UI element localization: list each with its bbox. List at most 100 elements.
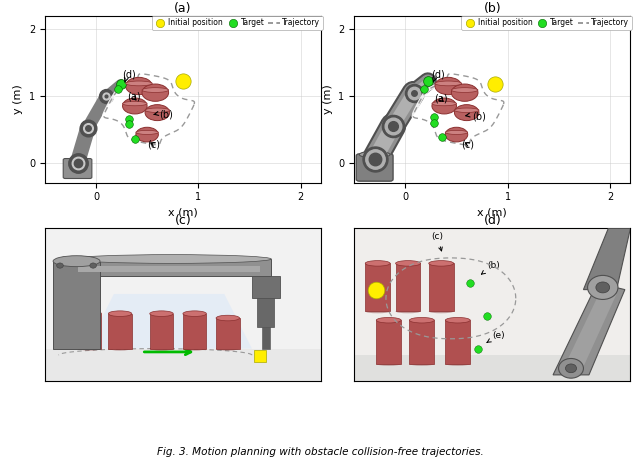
- Ellipse shape: [136, 130, 158, 135]
- Text: (b): (b): [466, 111, 486, 121]
- Text: (d): (d): [431, 69, 445, 82]
- Text: (c): (c): [461, 140, 475, 150]
- Text: (a): (a): [434, 93, 447, 103]
- Circle shape: [435, 77, 461, 95]
- Text: (b): (b): [481, 261, 499, 274]
- Ellipse shape: [376, 318, 401, 323]
- Ellipse shape: [396, 310, 420, 313]
- Ellipse shape: [145, 108, 170, 112]
- Circle shape: [559, 359, 584, 378]
- Ellipse shape: [445, 362, 470, 366]
- Y-axis label: y (m): y (m): [13, 84, 23, 114]
- Legend: Initial position, Target, Trajectory: Initial position, Target, Trajectory: [152, 16, 323, 30]
- Circle shape: [454, 105, 479, 121]
- Ellipse shape: [183, 347, 206, 350]
- Polygon shape: [354, 355, 630, 381]
- Polygon shape: [410, 320, 435, 364]
- Polygon shape: [78, 266, 260, 272]
- Ellipse shape: [72, 254, 271, 263]
- Text: (c): (c): [147, 140, 160, 150]
- Ellipse shape: [432, 101, 456, 106]
- Title: (a): (a): [174, 2, 191, 15]
- Ellipse shape: [142, 88, 168, 93]
- FancyBboxPatch shape: [63, 159, 92, 178]
- Circle shape: [57, 263, 63, 268]
- Polygon shape: [78, 313, 101, 349]
- Title: (c): (c): [175, 214, 191, 227]
- Ellipse shape: [410, 362, 435, 366]
- Text: (d): (d): [122, 69, 136, 82]
- Circle shape: [364, 154, 385, 168]
- Polygon shape: [252, 277, 280, 298]
- Polygon shape: [108, 313, 132, 349]
- X-axis label: x (m): x (m): [477, 208, 507, 218]
- Text: (e): (e): [487, 331, 505, 343]
- Polygon shape: [365, 263, 390, 312]
- Polygon shape: [53, 261, 100, 349]
- Title: (d): (d): [483, 214, 501, 227]
- Polygon shape: [429, 263, 454, 312]
- Text: (b): (b): [154, 109, 173, 119]
- Polygon shape: [445, 320, 470, 364]
- Ellipse shape: [125, 81, 152, 86]
- Ellipse shape: [108, 347, 132, 350]
- Polygon shape: [584, 228, 630, 290]
- Ellipse shape: [78, 347, 101, 350]
- Polygon shape: [183, 313, 206, 349]
- Ellipse shape: [122, 101, 147, 106]
- Title: (b): (b): [483, 2, 501, 15]
- Legend: Initial position, Target, Trajectory: Initial position, Target, Trajectory: [461, 16, 632, 30]
- Ellipse shape: [216, 315, 239, 321]
- Ellipse shape: [183, 311, 206, 316]
- Polygon shape: [72, 259, 271, 277]
- Polygon shape: [376, 320, 401, 364]
- Circle shape: [451, 84, 478, 101]
- Text: Fig. 3. Motion planning with obstacle collision-free trajectories.: Fig. 3. Motion planning with obstacle co…: [157, 447, 483, 457]
- Ellipse shape: [216, 347, 239, 350]
- Text: (c): (c): [431, 232, 444, 251]
- Circle shape: [445, 127, 468, 142]
- Polygon shape: [396, 263, 420, 312]
- Ellipse shape: [108, 311, 132, 316]
- Ellipse shape: [150, 311, 173, 316]
- Polygon shape: [561, 292, 616, 372]
- Polygon shape: [553, 283, 625, 375]
- Circle shape: [432, 98, 456, 114]
- Ellipse shape: [150, 347, 173, 350]
- Ellipse shape: [396, 260, 420, 266]
- Circle shape: [145, 105, 170, 121]
- X-axis label: x (m): x (m): [168, 208, 198, 218]
- Ellipse shape: [359, 151, 390, 158]
- Ellipse shape: [53, 256, 100, 266]
- Circle shape: [588, 275, 618, 300]
- Circle shape: [74, 163, 82, 169]
- Y-axis label: y (m): y (m): [323, 84, 333, 114]
- Polygon shape: [150, 313, 173, 349]
- Polygon shape: [216, 318, 239, 349]
- Circle shape: [90, 263, 97, 268]
- Ellipse shape: [429, 310, 454, 313]
- Polygon shape: [262, 327, 270, 349]
- Circle shape: [122, 98, 147, 114]
- FancyBboxPatch shape: [356, 154, 393, 181]
- Ellipse shape: [445, 318, 470, 323]
- Circle shape: [136, 127, 158, 142]
- Ellipse shape: [451, 88, 478, 93]
- Ellipse shape: [365, 260, 390, 266]
- Polygon shape: [257, 298, 274, 327]
- Circle shape: [596, 282, 610, 293]
- Circle shape: [371, 159, 379, 164]
- Ellipse shape: [410, 318, 435, 323]
- Polygon shape: [45, 349, 321, 381]
- Ellipse shape: [435, 81, 461, 86]
- Ellipse shape: [454, 108, 479, 112]
- Ellipse shape: [365, 310, 390, 313]
- Ellipse shape: [78, 311, 101, 316]
- Circle shape: [125, 77, 152, 95]
- Text: (a): (a): [127, 91, 140, 101]
- Circle shape: [142, 84, 168, 101]
- Ellipse shape: [445, 130, 468, 135]
- Ellipse shape: [376, 362, 401, 366]
- Polygon shape: [86, 294, 252, 349]
- Ellipse shape: [429, 260, 454, 266]
